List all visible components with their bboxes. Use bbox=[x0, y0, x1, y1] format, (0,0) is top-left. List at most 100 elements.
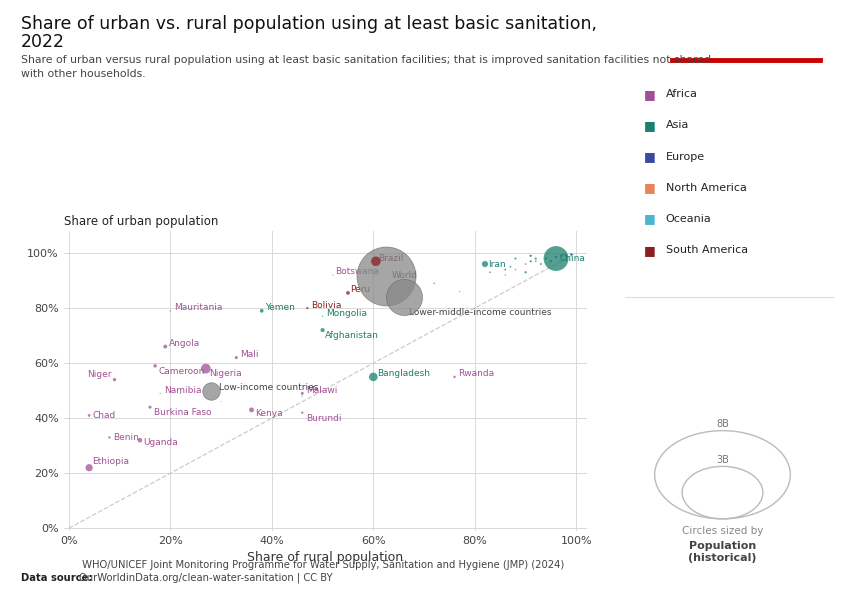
Text: Chad: Chad bbox=[93, 411, 116, 420]
Text: WHO/UNICEF Joint Monitoring Programme for Water Supply, Sanitation and Hygiene (: WHO/UNICEF Joint Monitoring Programme fo… bbox=[79, 559, 564, 583]
Point bbox=[369, 256, 382, 266]
Point bbox=[301, 303, 314, 313]
Text: Lower-middle-income countries: Lower-middle-income countries bbox=[409, 308, 552, 317]
Point bbox=[103, 433, 116, 442]
Text: Angola: Angola bbox=[169, 339, 200, 348]
Point bbox=[518, 268, 532, 277]
Point bbox=[448, 372, 462, 382]
Point bbox=[108, 375, 122, 385]
Text: Rwanda: Rwanda bbox=[458, 369, 494, 378]
Text: 3B: 3B bbox=[716, 455, 729, 466]
Point bbox=[163, 306, 177, 316]
Point bbox=[428, 278, 441, 288]
Text: Namibia: Namibia bbox=[164, 386, 201, 395]
Point bbox=[296, 389, 309, 398]
Point bbox=[524, 251, 537, 260]
Text: World: World bbox=[392, 271, 418, 280]
Text: Share of urban versus rural population using at least basic sanitation facilitie: Share of urban versus rural population u… bbox=[21, 55, 711, 79]
Point bbox=[534, 259, 547, 269]
Text: Europe: Europe bbox=[666, 152, 705, 161]
Point bbox=[498, 265, 512, 274]
Text: Burkina Faso: Burkina Faso bbox=[154, 408, 211, 417]
Point bbox=[82, 410, 96, 420]
Text: Nigeria: Nigeria bbox=[209, 369, 242, 378]
Text: ■: ■ bbox=[643, 119, 655, 132]
Text: Mongolia: Mongolia bbox=[326, 308, 367, 317]
Point bbox=[316, 325, 330, 335]
Text: ■: ■ bbox=[643, 150, 655, 163]
Point bbox=[366, 372, 380, 382]
Text: Benin: Benin bbox=[113, 433, 139, 442]
Point bbox=[559, 251, 573, 260]
Point bbox=[549, 253, 563, 262]
Point bbox=[144, 403, 157, 412]
Point bbox=[133, 436, 147, 445]
Text: Yemen: Yemen bbox=[265, 303, 295, 312]
Text: Mali: Mali bbox=[240, 350, 258, 359]
Point bbox=[518, 259, 532, 269]
Point bbox=[479, 259, 492, 269]
Point bbox=[453, 287, 467, 296]
Point bbox=[529, 256, 542, 266]
Point bbox=[529, 254, 542, 263]
Point bbox=[158, 342, 172, 352]
Point bbox=[296, 408, 309, 418]
Text: Population
(historical): Population (historical) bbox=[688, 541, 756, 563]
Point bbox=[153, 389, 167, 398]
Text: Cameroon: Cameroon bbox=[159, 367, 205, 376]
Text: Asia: Asia bbox=[666, 121, 689, 130]
Text: Botswana: Botswana bbox=[335, 267, 379, 276]
Point bbox=[173, 389, 187, 398]
Text: Afghanistan: Afghanistan bbox=[325, 331, 379, 340]
Point bbox=[326, 270, 339, 280]
Point bbox=[82, 463, 96, 472]
Text: Peru: Peru bbox=[350, 285, 371, 294]
Text: Share of urban population: Share of urban population bbox=[64, 215, 218, 228]
X-axis label: Share of rural population: Share of rural population bbox=[247, 551, 403, 565]
Text: Uganda: Uganda bbox=[144, 439, 178, 448]
Text: ■: ■ bbox=[643, 244, 655, 257]
Text: Our World: Our World bbox=[712, 23, 779, 36]
Text: 2022: 2022 bbox=[21, 33, 65, 51]
Point bbox=[498, 270, 512, 280]
Point bbox=[379, 272, 393, 281]
Point bbox=[148, 361, 162, 371]
Text: Malawi: Malawi bbox=[306, 386, 337, 395]
Text: Iran: Iran bbox=[489, 260, 506, 269]
Point bbox=[549, 253, 563, 262]
Text: in Data: in Data bbox=[722, 42, 770, 55]
Text: 8B: 8B bbox=[716, 419, 729, 428]
Point bbox=[230, 353, 243, 362]
Point bbox=[199, 364, 212, 373]
Point bbox=[539, 254, 552, 263]
Point bbox=[503, 262, 517, 272]
Text: South America: South America bbox=[666, 245, 748, 255]
Text: Share of urban vs. rural population using at least basic sanitation,: Share of urban vs. rural population usin… bbox=[21, 15, 598, 33]
Text: Bangladesh: Bangladesh bbox=[377, 369, 430, 378]
Text: ■: ■ bbox=[643, 181, 655, 194]
Text: Kenya: Kenya bbox=[255, 409, 283, 418]
Text: Circles sized by: Circles sized by bbox=[682, 526, 763, 536]
Text: China: China bbox=[559, 254, 586, 263]
Text: ■: ■ bbox=[643, 212, 655, 226]
Text: Oceania: Oceania bbox=[666, 214, 711, 224]
Point bbox=[204, 386, 218, 395]
Point bbox=[508, 265, 522, 274]
Text: Ethiopia: Ethiopia bbox=[92, 457, 128, 466]
Point bbox=[316, 311, 330, 321]
Point bbox=[255, 306, 269, 316]
Text: North America: North America bbox=[666, 183, 746, 193]
Point bbox=[554, 251, 568, 260]
Text: Data source:: Data source: bbox=[21, 573, 93, 583]
Text: Africa: Africa bbox=[666, 89, 698, 99]
Point bbox=[508, 254, 522, 263]
Text: Niger: Niger bbox=[88, 370, 112, 379]
Point bbox=[544, 256, 558, 266]
Point bbox=[549, 254, 563, 263]
Point bbox=[564, 250, 578, 259]
Text: Low-income countries: Low-income countries bbox=[218, 383, 318, 392]
Point bbox=[214, 397, 228, 406]
Text: ■: ■ bbox=[643, 88, 655, 101]
Point bbox=[296, 391, 309, 401]
Point bbox=[484, 268, 497, 277]
